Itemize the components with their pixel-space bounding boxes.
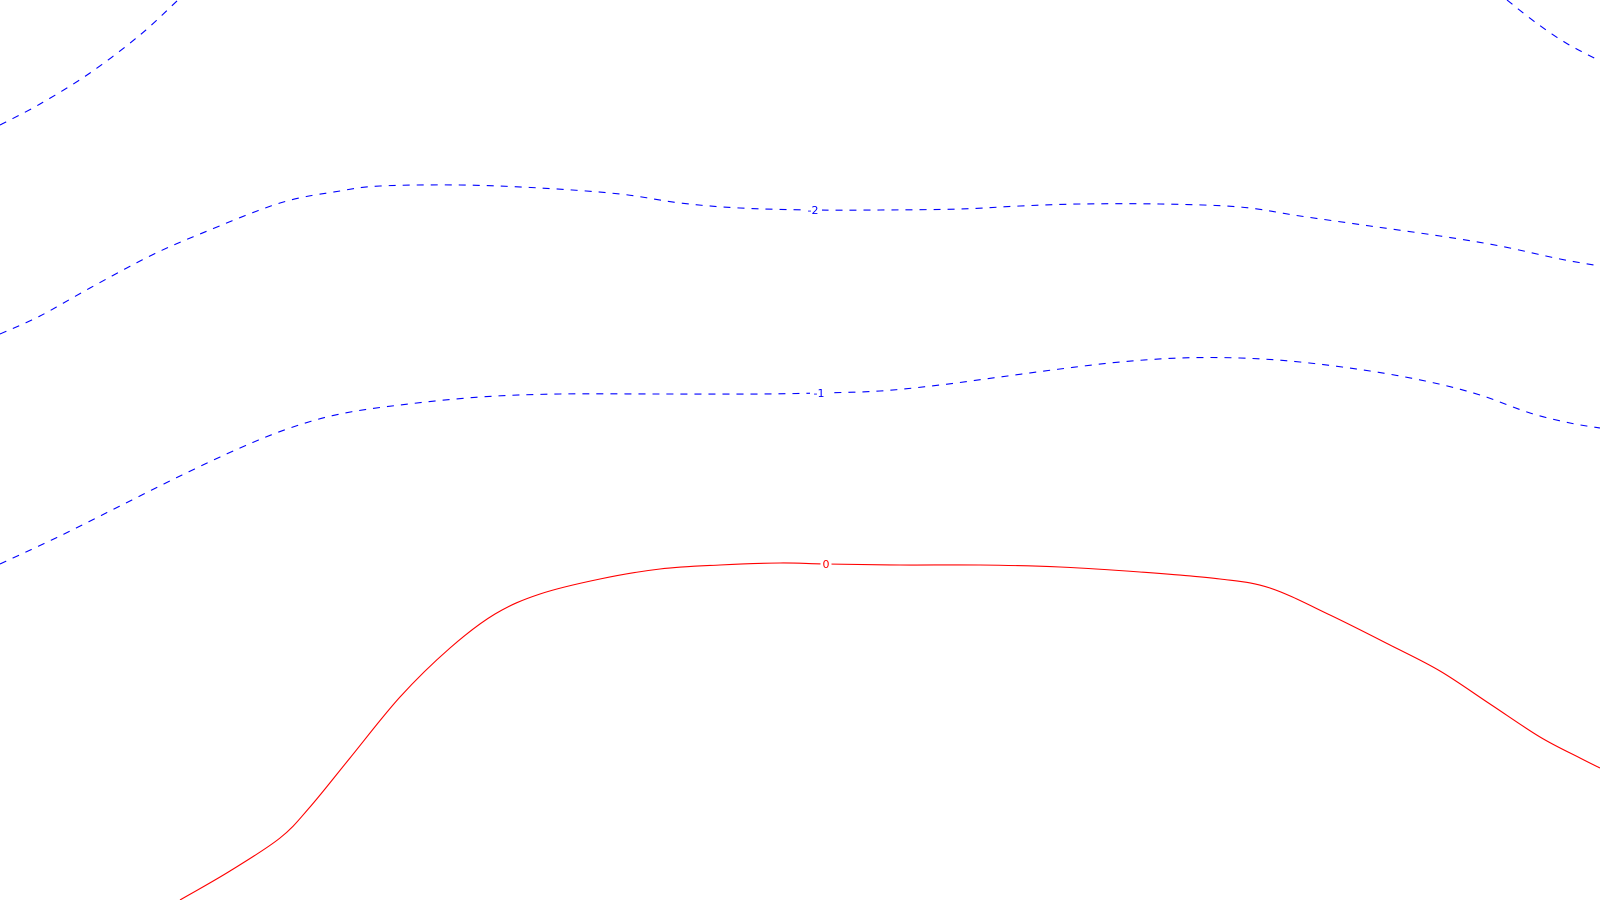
contour-level-2-label-bg bbox=[804, 204, 822, 216]
contour-level-3-line-2 bbox=[1506, 0, 1600, 62]
contour-level-2-label: -2 bbox=[808, 204, 819, 217]
contour-level-0-label-bg bbox=[820, 558, 832, 570]
contour-level-3 bbox=[0, 0, 1600, 126]
contour-level-0-line-1 bbox=[179, 562, 1600, 900]
contour-level-0-label: 0 bbox=[823, 558, 830, 571]
contour-level-1-label: -1 bbox=[814, 387, 825, 400]
contour-level-1-label-bg bbox=[810, 387, 828, 399]
contour-level-3-line-1 bbox=[0, 0, 179, 126]
contour-level-2-line-1 bbox=[0, 184, 1600, 335]
contour-level-1-line-1 bbox=[0, 356, 1600, 565]
contour-level-0: 0 bbox=[179, 558, 1600, 900]
contour-level-1: -1 bbox=[0, 356, 1600, 565]
contour-level-2: -2 bbox=[0, 184, 1600, 335]
